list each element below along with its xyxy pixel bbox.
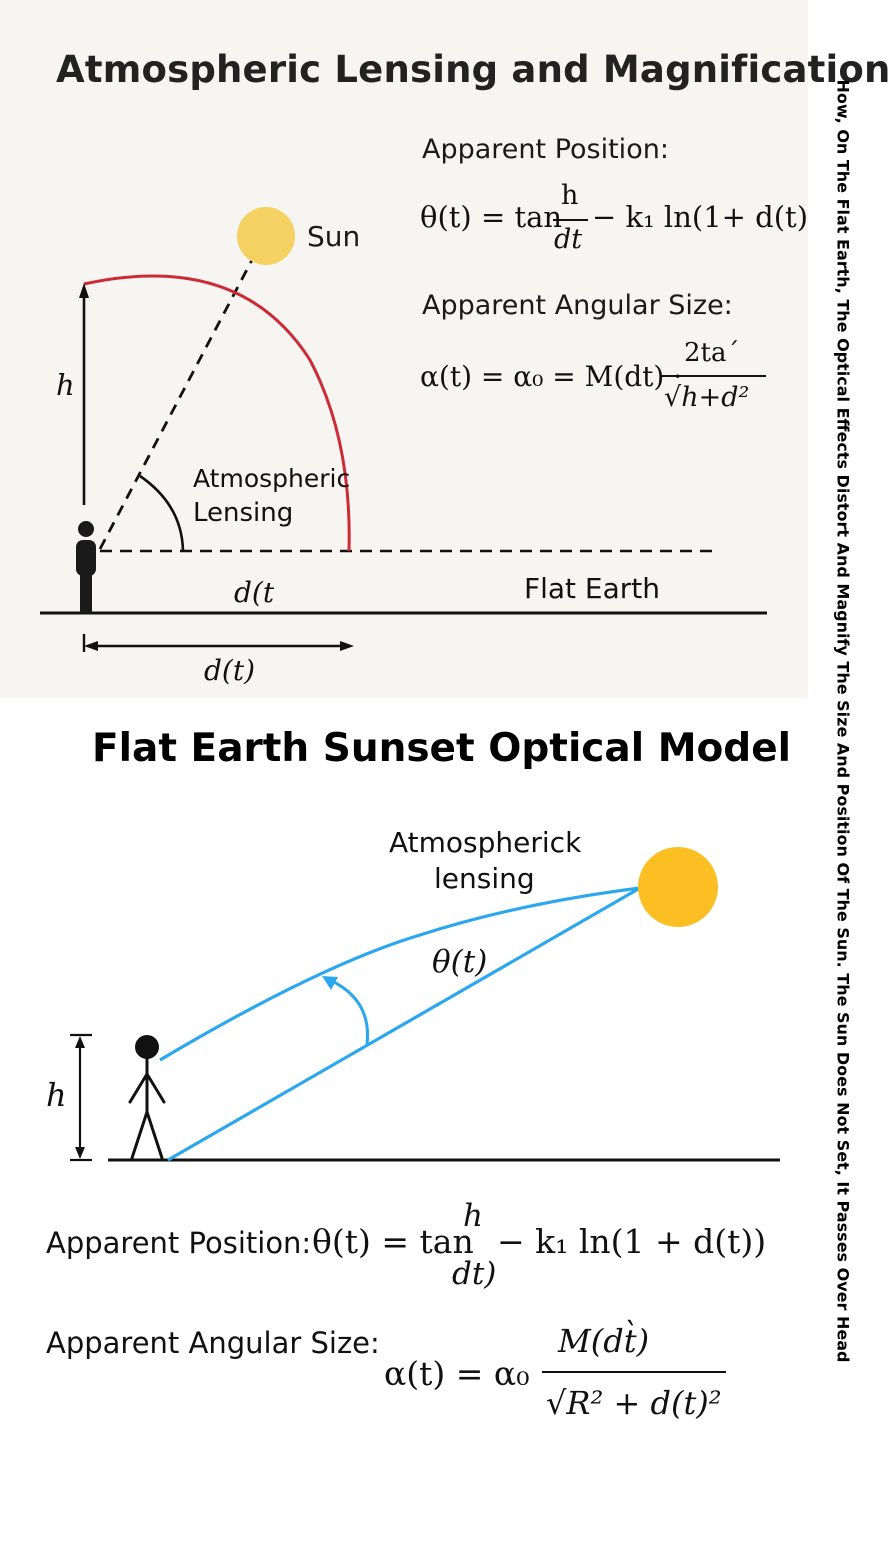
sun-top — [237, 207, 295, 265]
bottom-position-eq-lhs: θ(t) = tan — [312, 1222, 474, 1261]
bottom-theta-arc — [329, 978, 370, 1045]
bottom-h-label: h — [46, 1076, 67, 1114]
bottom-theta-label: θ(t) — [432, 944, 488, 980]
sun-bottom — [638, 847, 718, 927]
bottom-angular-eq-den: √R² + d(t)² — [546, 1384, 722, 1422]
top-angular-eq-den: √h+d² — [664, 382, 750, 413]
bottom-height-arrow-down — [75, 1147, 85, 1159]
top-observer-figure — [76, 521, 96, 613]
top-panel — [0, 0, 808, 698]
top-position-eq-den: dt — [554, 224, 583, 255]
bottom-lensed-ray — [159, 886, 641, 1062]
top-lensing-label-line1: Atmospheric — [193, 464, 351, 493]
bottom-lensing-label-line1: Atmospherick — [389, 826, 582, 859]
top-title: Atmospheric Lensing and Magnification — [56, 48, 891, 91]
top-sightline-dashed — [98, 259, 254, 550]
sun-label: Sun — [307, 220, 361, 253]
bottom-angular-eq-lhs: α(t) = α₀ — [384, 1354, 530, 1393]
top-position-eq-num: h — [561, 180, 579, 211]
bottom-stick-figure — [128, 1035, 166, 1160]
top-angular-eq-num: 2ta´ — [684, 338, 740, 368]
top-distance-arrow-left — [84, 641, 98, 651]
side-caption-container: How, On The Flat Earth, The Optical Effe… — [824, 80, 862, 1363]
top-red-arc — [83, 274, 351, 552]
bottom-position-eq-num: h — [463, 1198, 483, 1234]
top-distance-arrow-right — [340, 641, 354, 651]
bottom-position-eq-den: dt) — [452, 1256, 497, 1292]
top-height-arrow-head — [79, 283, 89, 298]
top-d-label-lower: d(t) — [204, 654, 256, 687]
flat-earth-label: Flat Earth — [524, 572, 661, 605]
bottom-angular-eq-num: M(dt̀) — [558, 1322, 650, 1360]
top-lensing-arc — [139, 474, 185, 552]
top-lensing-label-line2: Lensing — [193, 498, 294, 528]
top-h-label: h — [56, 368, 75, 402]
bottom-title: Flat Earth Sunset Optical Model — [92, 726, 792, 771]
side-caption: How, On The Flat Earth, The Optical Effe… — [833, 79, 853, 1363]
top-position-eq-lhs: θ(t) = tan — [420, 200, 563, 234]
top-apparent-position-heading: Apparent Position: — [422, 134, 669, 165]
top-angular-size-heading: Apparent Angular Size: — [422, 290, 733, 321]
bottom-position-eq-rhs: − k₁ ln(1 + d(t)) — [497, 1222, 767, 1261]
bottom-theta-arrowhead — [322, 976, 338, 990]
top-angular-eq-lhs: α(t) = α₀ = M(dt) · — [420, 360, 683, 393]
top-d-label-upper: d(t — [234, 576, 275, 609]
bottom-apparent-position-heading: Apparent Position: — [46, 1226, 312, 1260]
bottom-lensing-label-line2: lensing — [434, 862, 535, 895]
bottom-height-arrow-up — [75, 1036, 85, 1048]
top-position-eq-rhs: − k₁ ln(1+ d(t) — [592, 200, 809, 234]
bottom-true-ray — [167, 886, 641, 1162]
bottom-angular-size-heading: Apparent Angular Size: — [46, 1326, 380, 1360]
